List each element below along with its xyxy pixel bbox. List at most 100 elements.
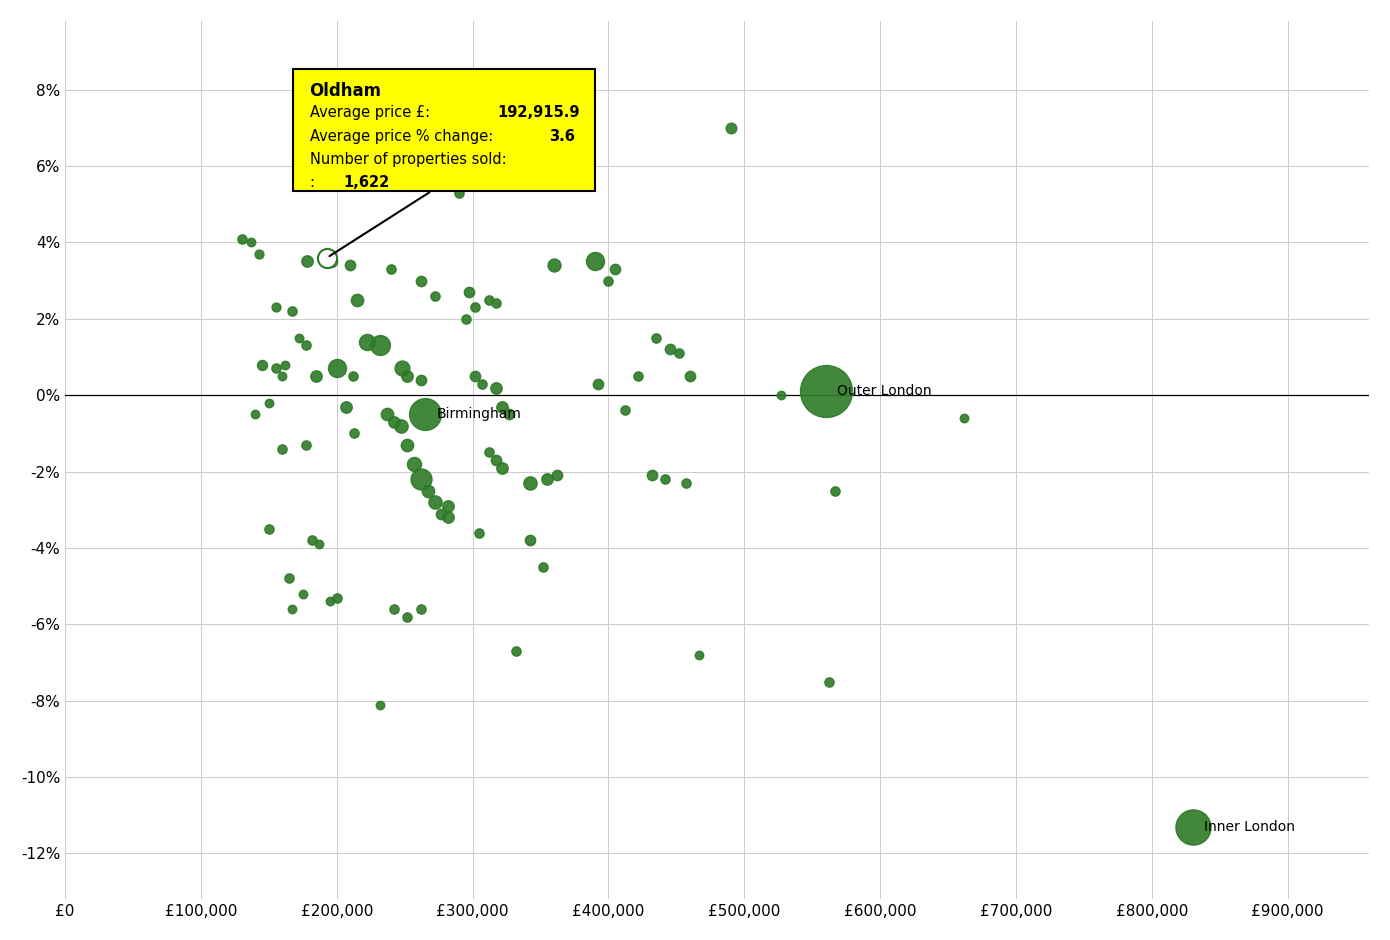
Point bbox=[271, 441, 293, 456]
Point bbox=[478, 292, 500, 307]
Point bbox=[448, 185, 470, 200]
Point bbox=[518, 476, 541, 491]
Point bbox=[584, 254, 606, 269]
Point bbox=[281, 304, 303, 319]
Point bbox=[318, 594, 341, 609]
Text: Oldham: Oldham bbox=[310, 82, 382, 100]
Point bbox=[485, 452, 507, 467]
Point bbox=[485, 380, 507, 395]
Point bbox=[288, 330, 310, 345]
Point bbox=[370, 338, 392, 353]
Point bbox=[417, 483, 439, 498]
Point bbox=[436, 498, 459, 513]
Point bbox=[655, 472, 677, 487]
Point bbox=[492, 461, 514, 476]
Point bbox=[339, 258, 361, 273]
Text: 192,915.9: 192,915.9 bbox=[498, 105, 580, 120]
Text: 3.6: 3.6 bbox=[549, 129, 574, 144]
Point bbox=[669, 346, 691, 361]
Point bbox=[436, 509, 459, 525]
Point bbox=[770, 387, 792, 402]
Text: Birmingham: Birmingham bbox=[436, 407, 521, 421]
Text: :: : bbox=[310, 175, 324, 190]
Point bbox=[532, 559, 555, 574]
Point bbox=[306, 368, 328, 384]
Point bbox=[478, 445, 500, 460]
Point bbox=[485, 296, 507, 311]
Point bbox=[302, 533, 324, 548]
Point bbox=[815, 384, 837, 399]
Point bbox=[295, 437, 317, 452]
Point bbox=[468, 525, 491, 540]
Point bbox=[370, 697, 392, 712]
Point bbox=[274, 357, 296, 372]
Point bbox=[403, 456, 425, 471]
Point bbox=[431, 506, 453, 521]
Point bbox=[396, 368, 418, 384]
Point bbox=[678, 368, 701, 384]
Point bbox=[316, 250, 338, 265]
Point bbox=[320, 254, 342, 269]
Point bbox=[455, 311, 477, 326]
Point bbox=[382, 415, 404, 430]
Point bbox=[389, 418, 411, 433]
Point bbox=[264, 300, 286, 315]
Point bbox=[457, 285, 480, 300]
Point bbox=[659, 342, 681, 357]
FancyBboxPatch shape bbox=[293, 69, 595, 191]
Point bbox=[498, 407, 520, 422]
Point bbox=[257, 522, 279, 537]
Point bbox=[249, 246, 271, 261]
Point bbox=[342, 368, 364, 384]
Point bbox=[605, 261, 627, 276]
Point bbox=[396, 437, 418, 452]
Point bbox=[641, 468, 663, 483]
Point bbox=[245, 407, 267, 422]
Point bbox=[543, 258, 566, 273]
Point bbox=[335, 400, 357, 415]
Point bbox=[382, 602, 404, 617]
Point bbox=[587, 376, 609, 391]
Point bbox=[410, 602, 432, 617]
Point bbox=[257, 395, 279, 410]
Point bbox=[264, 361, 286, 376]
Point bbox=[720, 120, 742, 135]
Text: Outer London: Outer London bbox=[837, 384, 931, 399]
Point bbox=[414, 407, 436, 422]
Point bbox=[231, 231, 253, 246]
Point bbox=[546, 468, 569, 483]
Text: Average price % change:: Average price % change: bbox=[310, 129, 502, 144]
Point bbox=[240, 235, 263, 250]
Point bbox=[613, 403, 635, 418]
Point bbox=[645, 330, 667, 345]
Point bbox=[271, 368, 293, 384]
Point bbox=[824, 483, 847, 498]
Text: Average price £:: Average price £: bbox=[310, 105, 439, 120]
Point bbox=[292, 587, 314, 602]
Text: Inner London: Inner London bbox=[1204, 820, 1294, 834]
Point bbox=[1182, 820, 1204, 835]
Point bbox=[954, 411, 976, 426]
Point bbox=[410, 273, 432, 288]
Point bbox=[464, 300, 486, 315]
Point bbox=[252, 357, 274, 372]
Point bbox=[505, 644, 527, 659]
Point bbox=[537, 472, 559, 487]
Point bbox=[817, 674, 840, 689]
Point bbox=[410, 372, 432, 387]
Text: 1,622: 1,622 bbox=[343, 175, 389, 190]
Point bbox=[391, 361, 413, 376]
Point bbox=[464, 368, 486, 384]
Point bbox=[674, 476, 696, 491]
Point bbox=[295, 338, 317, 353]
Point bbox=[309, 537, 331, 552]
Point bbox=[325, 361, 348, 376]
Point bbox=[424, 494, 446, 509]
Text: Number of properties sold:: Number of properties sold: bbox=[310, 152, 506, 167]
Point bbox=[396, 609, 418, 624]
Point bbox=[356, 334, 378, 349]
Point bbox=[346, 292, 368, 307]
Point bbox=[379, 261, 402, 276]
Point bbox=[598, 273, 620, 288]
Point bbox=[278, 571, 300, 586]
